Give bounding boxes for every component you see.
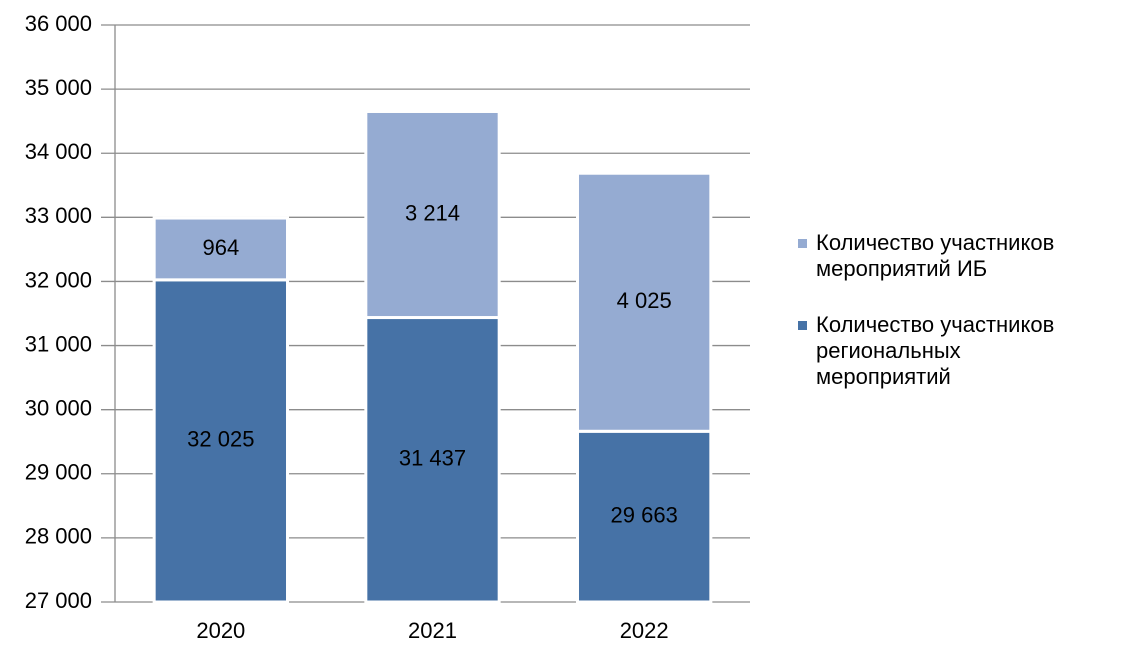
y-tick-label: 35 000 xyxy=(25,75,92,100)
y-tick-label: 28 000 xyxy=(25,524,92,549)
data-label: 3 214 xyxy=(405,200,460,225)
y-tick-label: 33 000 xyxy=(25,203,92,228)
bar-segment xyxy=(364,109,501,320)
legend-item: Количество участников мероприятий ИБ xyxy=(798,230,1068,282)
legend: Количество участников мероприятий ИБ Коли… xyxy=(798,230,1068,420)
data-label: 32 025 xyxy=(187,427,254,452)
bar-segment xyxy=(364,316,501,604)
bar-segment xyxy=(575,171,713,433)
y-tick-label: 27 000 xyxy=(25,588,92,613)
bar-segment xyxy=(152,216,290,282)
legend-item: Количество участников региональных мероп… xyxy=(798,312,1068,390)
data-label: 31 437 xyxy=(399,446,466,471)
data-label: 964 xyxy=(202,235,239,260)
legend-label: Количество участников региональных мероп… xyxy=(816,312,1055,389)
y-tick-label: 32 000 xyxy=(25,267,92,292)
legend-swatch xyxy=(798,239,807,248)
bar-segment xyxy=(152,278,290,604)
x-tick-label: 2021 xyxy=(408,618,457,643)
x-tick-label: 2022 xyxy=(620,618,669,643)
y-tick-label: 31 000 xyxy=(25,331,92,356)
y-tick-label: 29 000 xyxy=(25,460,92,485)
y-tick-label: 36 000 xyxy=(25,11,92,36)
x-tick-label: 2020 xyxy=(196,618,245,643)
y-tick-label: 34 000 xyxy=(25,139,92,164)
bar-segment xyxy=(575,429,713,604)
y-tick-label: 30 000 xyxy=(25,395,92,420)
legend-swatch xyxy=(798,321,807,330)
legend-label: Количество участников мероприятий ИБ xyxy=(816,230,1055,281)
data-label: 4 025 xyxy=(617,288,672,313)
data-label: 29 663 xyxy=(611,502,678,527)
